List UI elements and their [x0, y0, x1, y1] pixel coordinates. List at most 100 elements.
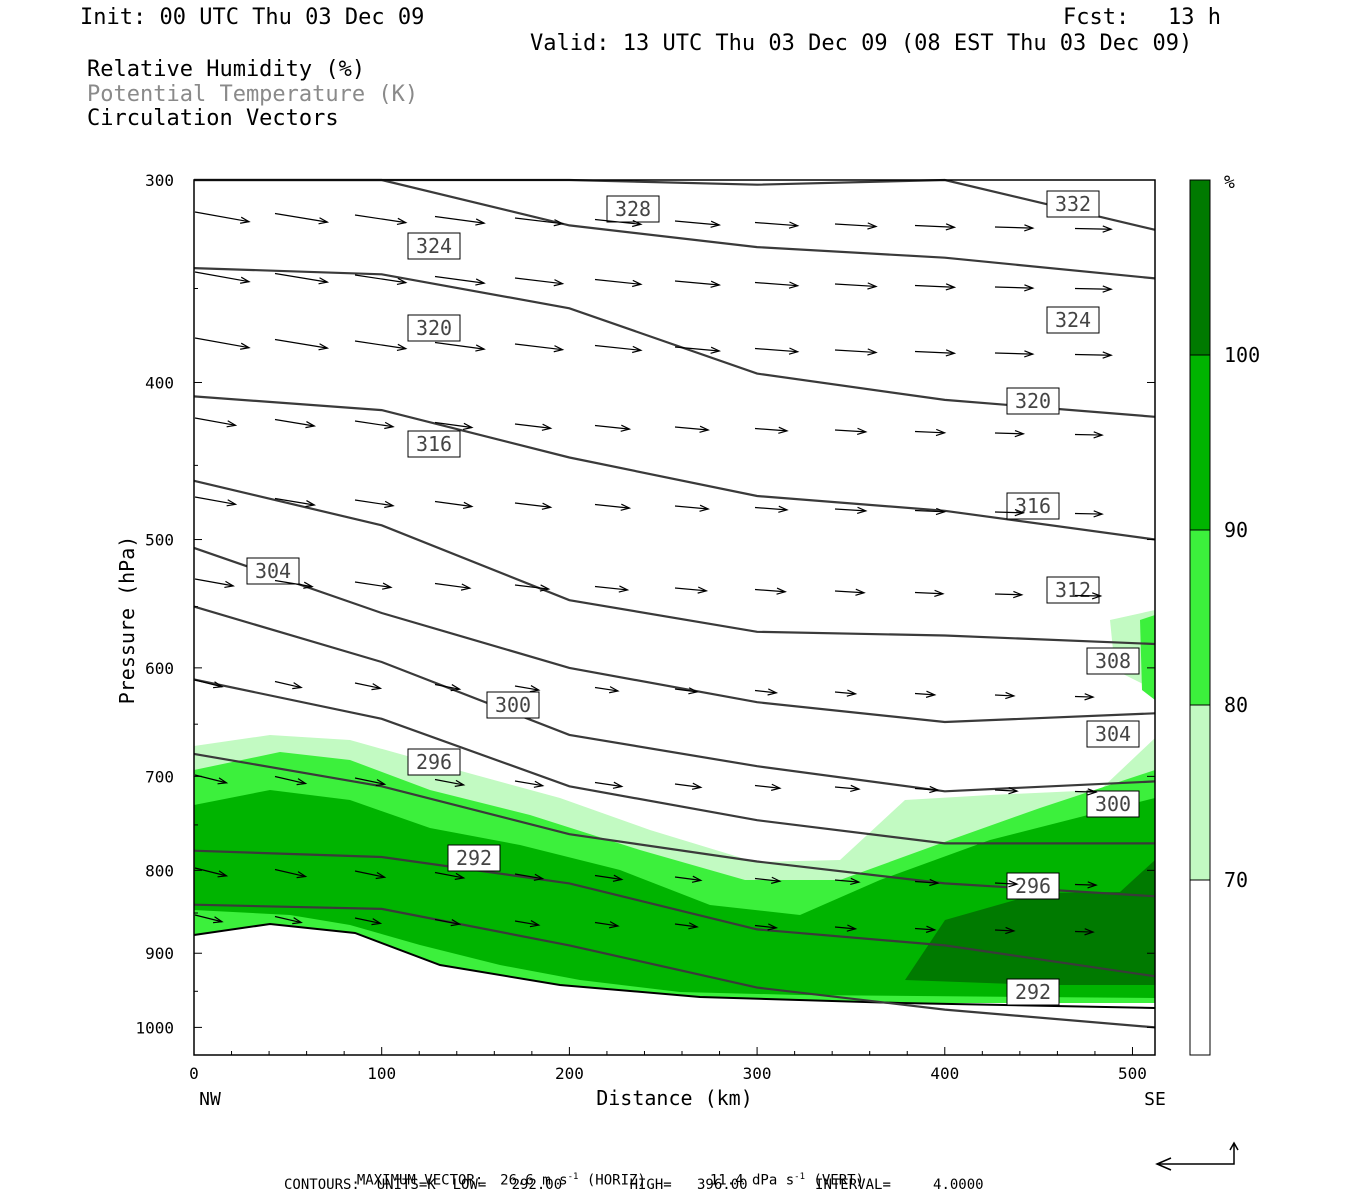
theta-contour-312 [193, 546, 1156, 724]
vector-arrowhead [771, 783, 782, 791]
vector-arrowhead [935, 428, 947, 437]
circulation-vector [674, 783, 701, 788]
circulation-vector [914, 880, 939, 884]
field-label-theta: Potential Temperature (K) [87, 82, 419, 107]
vector-arrowhead [382, 582, 393, 590]
vector-arrowhead [767, 923, 779, 931]
vector-arrowhead [935, 507, 947, 516]
circulation-vector [434, 582, 470, 589]
circulation-vector [514, 217, 563, 225]
circulation-vector [1074, 287, 1112, 290]
circulation-vector [274, 915, 302, 924]
colorbar-level-label: 70 [1224, 868, 1248, 892]
circulation-vector [914, 224, 955, 228]
circulation-vector [674, 923, 698, 928]
vector-arrowhead [454, 872, 466, 880]
circulation-vector [754, 784, 780, 789]
x-tick-label: 200 [555, 1064, 584, 1083]
theta-contour-292 [193, 903, 1156, 1029]
vector-arrowhead [240, 276, 251, 284]
contour-label: 324 [416, 234, 452, 258]
vector-arrowhead [529, 685, 541, 693]
circulation-vector [674, 220, 720, 226]
vector-arrowhead [384, 500, 395, 509]
circulation-vector [274, 680, 302, 689]
circulation-vector [1074, 594, 1101, 597]
vector-arrowhead [850, 784, 861, 793]
circulation-vector [514, 873, 543, 880]
vector-arrowhead [553, 219, 565, 227]
circulation-vector [674, 346, 720, 352]
init-time: Init: 00 UTC Thu 03 Dec 09 [80, 5, 425, 30]
circulation-vector [754, 281, 798, 287]
vector-arrowhead [1014, 429, 1026, 438]
vector-arrowhead [856, 506, 868, 514]
circulation-vector [674, 280, 720, 286]
footer-exp-1: -1 [567, 1172, 579, 1182]
circulation-vector [274, 338, 328, 349]
theta-contour-320 [193, 395, 1156, 541]
field-label-rh: Relative Humidity (%) [87, 57, 366, 82]
right-end-label: SE [1144, 1089, 1166, 1110]
colorbar-level-label: 90 [1224, 518, 1248, 542]
theta-contour-304 [193, 678, 1155, 845]
circulation-vector [834, 349, 877, 354]
contour-label: 320 [416, 316, 452, 340]
x-axis-title: Distance (km) [596, 1086, 753, 1110]
forecast-hour-value: 13 h [1168, 5, 1221, 30]
circulation-vector [514, 920, 539, 926]
vector-arrowhead [450, 684, 462, 692]
contour-label-box [1006, 387, 1060, 415]
vector-arrowhead [945, 349, 957, 357]
circulation-vector [994, 432, 1024, 435]
vector-arrowhead [1024, 350, 1035, 358]
vector-arrowhead [1093, 431, 1104, 439]
vector-arrowhead [1087, 788, 1098, 796]
circulation-vector [514, 423, 551, 429]
field-label-vectors: Circulation Vectors [87, 106, 339, 131]
circulation-vector [914, 927, 935, 931]
vector-arrowhead [303, 581, 314, 589]
vector-arrowhead [396, 277, 408, 285]
circulation-vector [274, 272, 328, 283]
vector-arrowhead [553, 345, 565, 353]
y-tick-label: 900 [145, 944, 174, 963]
vector-arrowhead [929, 785, 940, 794]
terrain-mask [194, 924, 1155, 1055]
vector-arrowhead [224, 580, 235, 589]
vector-arrowhead [1102, 351, 1113, 359]
vector-arrowhead [867, 282, 878, 290]
colorbar-unit: % [1224, 172, 1235, 193]
theta-contour-316 [193, 479, 1156, 646]
reference-vector-arrowhead [1155, 1157, 1172, 1171]
circulation-vector [834, 508, 866, 512]
vector-arrowhead [788, 281, 800, 289]
circulation-vector [914, 787, 939, 791]
colorbar-segment [1189, 529, 1211, 706]
vector-arrowhead [1087, 881, 1098, 889]
circulation-vector [274, 497, 315, 506]
vector-arrowhead [846, 689, 858, 697]
vector-arrowhead [688, 687, 699, 695]
contour-label-box [407, 232, 461, 260]
vector-arrowhead [533, 780, 545, 788]
circulation-vector [1074, 930, 1094, 933]
contour-label-box [1086, 647, 1140, 675]
contour-label: 304 [1095, 722, 1131, 746]
vector-arrowhead [212, 916, 224, 924]
vector-arrowhead [384, 421, 395, 430]
circulation-vector [514, 584, 549, 590]
vector-arrowhead [292, 682, 303, 690]
vector-arrowhead [846, 924, 858, 932]
vector-arrowhead [1005, 691, 1016, 700]
vector-arrowhead [632, 345, 643, 354]
circulation-vector [594, 218, 641, 225]
vector-arrowhead [1008, 787, 1019, 795]
vector-arrowhead [1014, 508, 1026, 517]
contour-label: 308 [1095, 649, 1131, 673]
vector-arrowhead [375, 871, 387, 880]
contour-label: 320 [1015, 389, 1051, 413]
contour-label-box [1006, 872, 1060, 900]
circulation-vector [274, 212, 328, 223]
